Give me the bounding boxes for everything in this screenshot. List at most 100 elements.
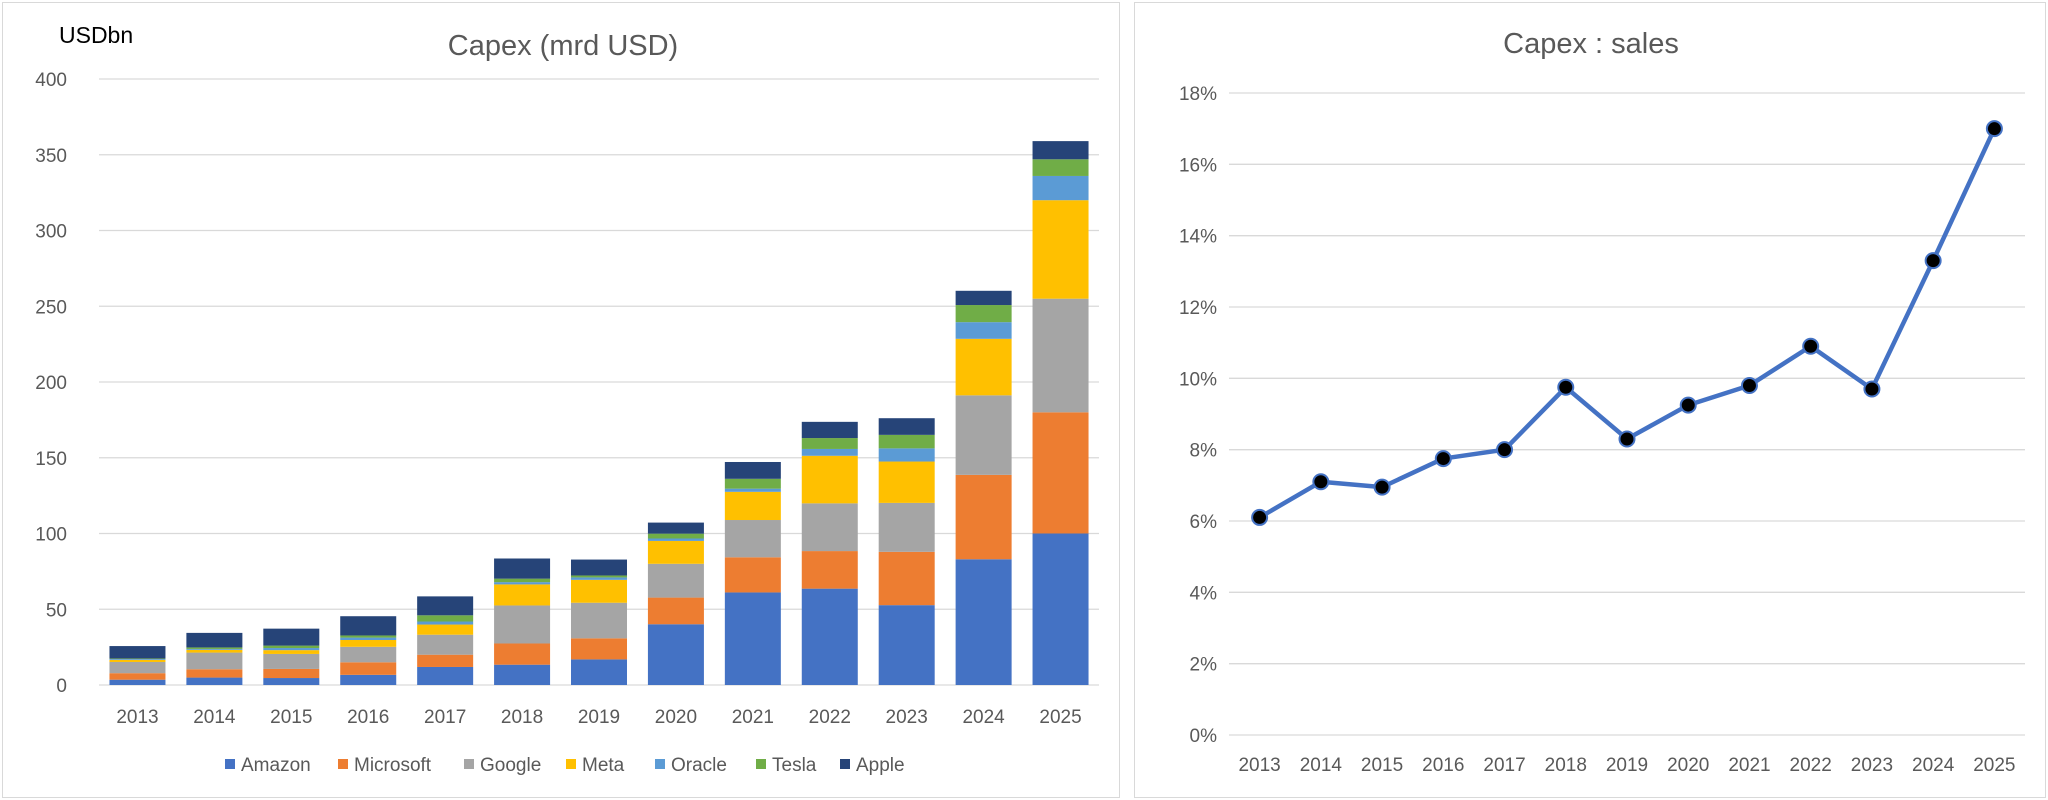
x-tick-label: 2016 <box>1422 755 1464 776</box>
bar-segment-google <box>263 653 320 669</box>
bar-segment-google <box>724 520 781 558</box>
bar-segment-oracle <box>109 658 166 660</box>
bar-segment-google <box>571 602 627 639</box>
capex-bar-chart: Capex (mrd USD) USDbn 0 50 100 150 200 250 300… <box>35 22 1099 776</box>
bar-segment-oracle <box>571 577 627 580</box>
bar-segment-oracle <box>801 448 858 456</box>
legend-label: Apple <box>856 755 905 776</box>
bar-segment-microsoft <box>109 673 166 680</box>
legend-label: Oracle <box>671 755 727 776</box>
y-tick-label: 10% <box>1179 369 1217 390</box>
y-tick-label: 0% <box>1190 726 1218 747</box>
legend-label: Google <box>480 755 541 776</box>
bar-segment-oracle <box>494 582 551 585</box>
bar-segment-meta <box>724 491 781 521</box>
capex-sales-chart-panel: Capex : sales 0% 2% 4% 6% 8% 10% 12% 14% 16% 18% … <box>1134 2 2046 798</box>
legend-swatch <box>840 759 850 769</box>
y-tick-label: 6% <box>1190 512 1218 533</box>
bar-segment-amazon <box>571 659 627 685</box>
y-axis-ticks: 0 50 100 150 200 250 300 350 400 <box>35 70 67 697</box>
x-tick-label: 2024 <box>1912 755 1955 776</box>
data-point <box>1557 378 1575 396</box>
bar-segment-meta <box>801 455 858 504</box>
x-tick-label: 2017 <box>424 707 466 728</box>
bar-segment-microsoft <box>647 597 704 625</box>
data-point <box>1251 508 1269 526</box>
bar-segment-microsoft <box>263 668 320 679</box>
bar-segment-amazon <box>340 674 397 685</box>
bar-segment-oracle <box>647 538 704 541</box>
x-tick-label: 2014 <box>193 707 236 728</box>
bar-segment-google <box>340 646 397 663</box>
x-tick-label: 2015 <box>1361 755 1403 776</box>
x-tick-label: 2023 <box>886 707 928 728</box>
bar-segment-meta <box>340 640 397 647</box>
stacked-bars <box>109 141 1089 685</box>
bar-segment-oracle <box>263 648 320 651</box>
bar-segment-google <box>109 661 166 674</box>
bar-segment-tesla <box>1032 159 1089 176</box>
bar-segment-tesla <box>340 635 397 638</box>
y-tick-label: 16% <box>1179 155 1217 176</box>
y-tick-label: 0 <box>56 676 67 697</box>
bar-segment-google <box>801 503 858 552</box>
bar-segment-meta <box>878 461 935 503</box>
bar-segment-amazon <box>186 677 243 685</box>
bar-segment-apple <box>647 522 704 534</box>
bar-segment-amazon <box>801 588 858 685</box>
bar-segment-apple <box>263 628 320 646</box>
legend-label: Amazon <box>241 755 311 776</box>
bar-segment-meta <box>1032 200 1089 299</box>
gridlines <box>99 78 1099 686</box>
x-tick-label: 2021 <box>732 707 774 728</box>
y-tick-label: 400 <box>35 70 67 91</box>
bar-segment-amazon <box>724 592 781 685</box>
bar-segment-oracle <box>878 448 935 462</box>
x-tick-label: 2022 <box>809 707 851 728</box>
y-tick-label: 200 <box>35 373 67 394</box>
bar-segment-tesla <box>494 578 551 583</box>
bar-segment-meta <box>186 649 243 653</box>
legend-swatch <box>566 759 576 769</box>
gridlines <box>1229 92 2025 736</box>
bar-segment-apple <box>724 461 781 479</box>
bar-segment-microsoft <box>417 654 474 667</box>
y-axis-ticks: 0% 2% 4% 6% 8% 10% 12% 14% 16% 18% <box>1179 84 1217 747</box>
series-polyline <box>1258 127 1997 520</box>
bar-segment-apple <box>801 421 858 439</box>
bar-segment-microsoft <box>724 557 781 593</box>
x-tick-label: 2016 <box>347 707 389 728</box>
bar-segment-oracle <box>955 322 1012 339</box>
bar-segment-amazon <box>263 678 320 685</box>
data-point <box>1740 376 1758 394</box>
bar-segment-tesla <box>186 647 243 649</box>
bar-segment-tesla <box>417 615 474 622</box>
bar-segment-apple <box>1032 141 1089 160</box>
y-tick-label: 300 <box>35 222 67 243</box>
legend-swatch <box>756 759 766 769</box>
legend-swatch <box>655 759 665 769</box>
bar-segment-microsoft <box>878 551 935 606</box>
bar-segment-amazon <box>109 679 166 685</box>
x-tick-label: 2018 <box>1545 755 1587 776</box>
x-tick-label: 2024 <box>962 707 1005 728</box>
bar-segment-apple <box>109 646 166 659</box>
bar-segment-meta <box>494 584 551 606</box>
bar-segment-apple <box>571 559 627 576</box>
y-tick-label: 350 <box>35 146 67 167</box>
bar-segment-tesla <box>801 438 858 449</box>
bar-segment-amazon <box>417 666 474 685</box>
bar-segment-microsoft <box>571 638 627 660</box>
data-point <box>1985 120 2003 138</box>
bar-segment-apple <box>417 596 474 616</box>
x-tick-label: 2017 <box>1483 755 1525 776</box>
x-tick-label: 2014 <box>1300 755 1343 776</box>
x-tick-label: 2025 <box>1973 755 2015 776</box>
bar-segment-meta <box>109 659 166 662</box>
bar-segment-amazon <box>878 605 935 685</box>
bar-segment-google <box>647 563 704 598</box>
legend-label: Meta <box>582 755 625 776</box>
legend-swatch <box>338 759 348 769</box>
y-tick-label: 14% <box>1179 227 1217 248</box>
x-tick-label: 2013 <box>116 707 158 728</box>
